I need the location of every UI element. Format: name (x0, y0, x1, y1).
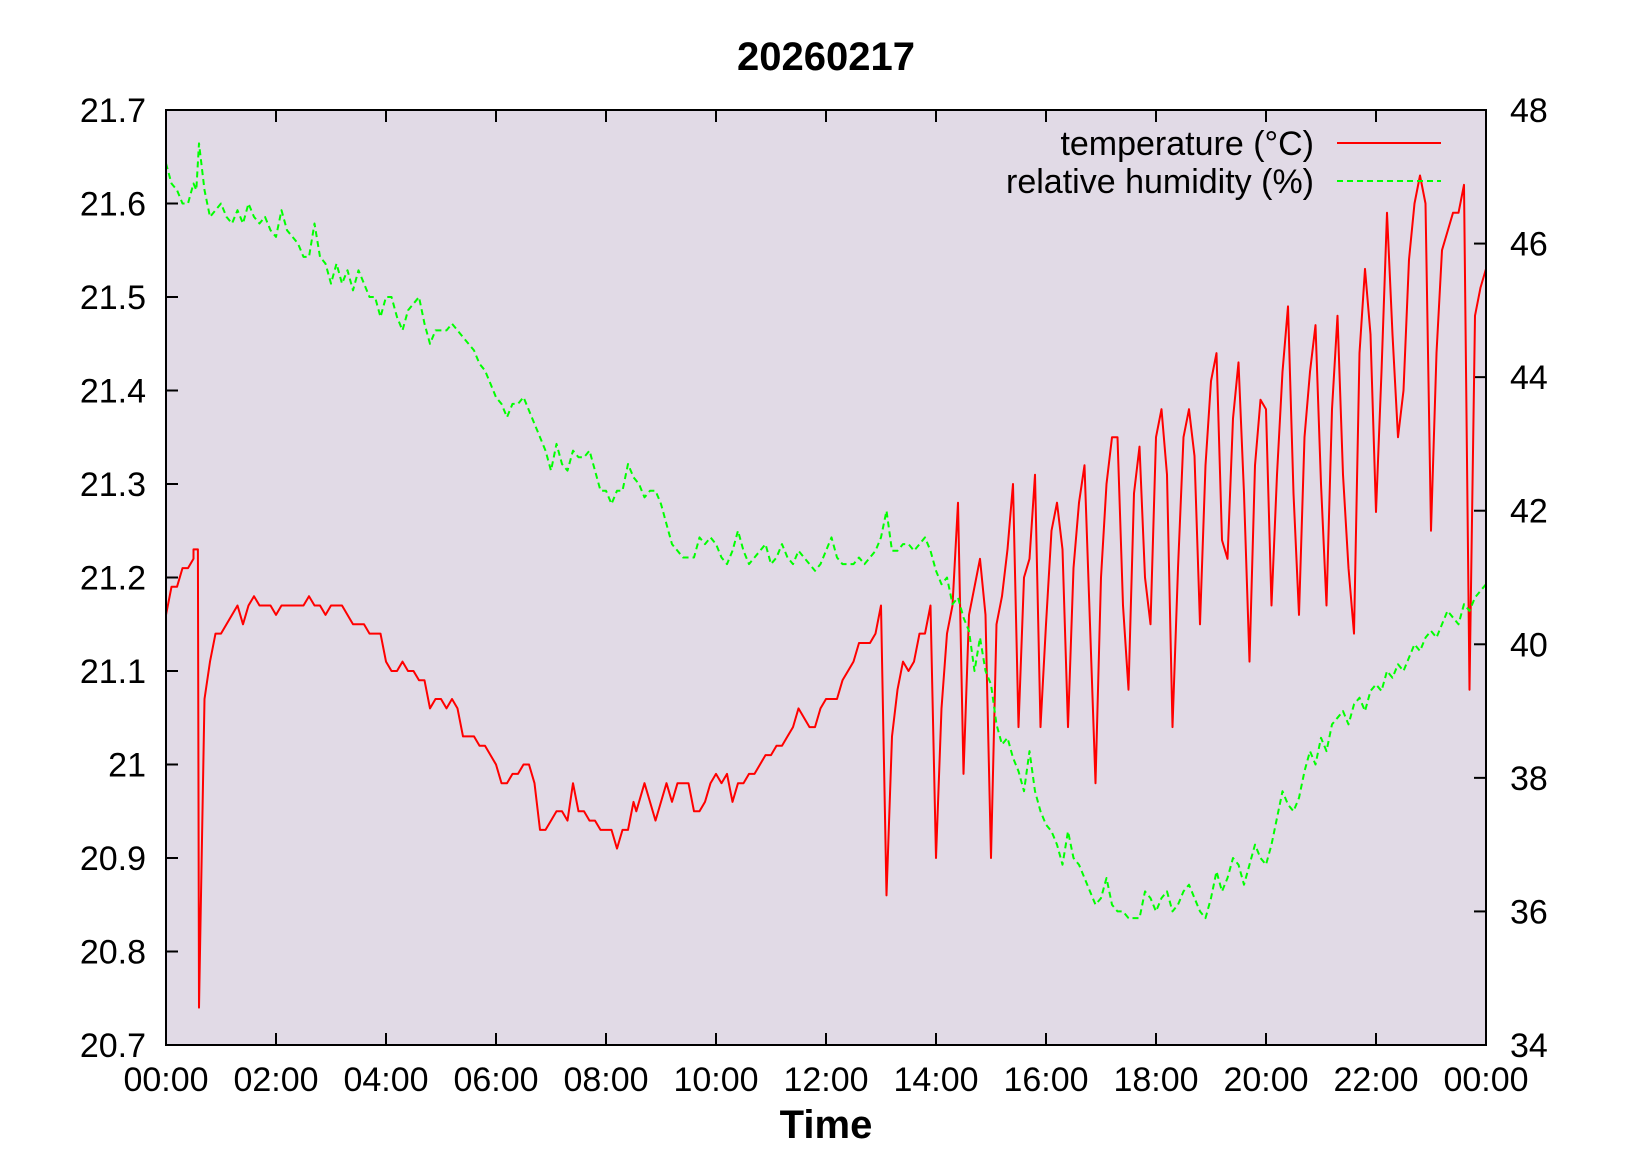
x-tick-label: 00:00 (123, 1061, 208, 1099)
legend-label-humidity: relative humidity (%) (1006, 163, 1314, 201)
y-left-tick-label: 21.5 (80, 279, 146, 317)
y-right-tick-label: 48 (1510, 92, 1548, 130)
x-tick-label: 10:00 (673, 1061, 758, 1099)
x-tick-label: 18:00 (1113, 1061, 1198, 1099)
plot-area-border (165, 109, 1487, 1046)
y-left-tick-label: 20.9 (80, 840, 146, 878)
y-right-tick-label: 46 (1510, 226, 1548, 264)
y-left-tick-label: 21 (108, 747, 146, 785)
x-tick-label: 12:00 (783, 1061, 868, 1099)
y-left-tick-label: 21.3 (80, 466, 146, 504)
y-left-tick-label: 21.1 (80, 653, 146, 691)
series-line-humidity (165, 142, 1487, 920)
y-left-tick-label: 20.8 (80, 934, 146, 972)
x-tick-label: 04:00 (343, 1061, 428, 1099)
x-tick-label: 00:00 (1443, 1061, 1528, 1099)
y-left-tick-label: 21.6 (80, 186, 146, 224)
x-tick-label: 02:00 (233, 1061, 318, 1099)
y-left-tick-label: 20.7 (80, 1027, 146, 1065)
series-layer (165, 142, 1487, 1009)
y-right-tick-label: 34 (1510, 1027, 1548, 1065)
y-right-tick-label: 44 (1510, 359, 1548, 397)
y-right-tick-label: 38 (1510, 760, 1548, 798)
series-line-temperature (165, 174, 1487, 1009)
y-left-tick-label: 21.2 (80, 560, 146, 598)
x-axis-title: Time (780, 1103, 873, 1147)
y-right-tick-label: 36 (1510, 893, 1548, 931)
x-tick-label: 22:00 (1333, 1061, 1418, 1099)
y-right-tick-label: 42 (1510, 493, 1548, 531)
y-right-tick-label: 40 (1510, 626, 1548, 664)
y-left-tick-label: 21.4 (80, 373, 146, 411)
y-left-tick-label: 21.7 (80, 92, 146, 130)
plot-area-background (166, 110, 1486, 1045)
chart-title: 20260217 (737, 35, 915, 79)
x-tick-label: 20:00 (1223, 1061, 1308, 1099)
x-tick-label: 16:00 (1003, 1061, 1088, 1099)
x-tick-label: 08:00 (563, 1061, 648, 1099)
legend: temperature (°C) relative humidity (%) (1006, 125, 1441, 201)
x-tick-label: 06:00 (453, 1061, 538, 1099)
x-tick-label: 14:00 (893, 1061, 978, 1099)
legend-label-temperature: temperature (°C) (1060, 125, 1314, 163)
tick-labels: 00:00 02:00 04:00 06:00 08:00 10:00 12:00 14:00… (80, 92, 1548, 1099)
